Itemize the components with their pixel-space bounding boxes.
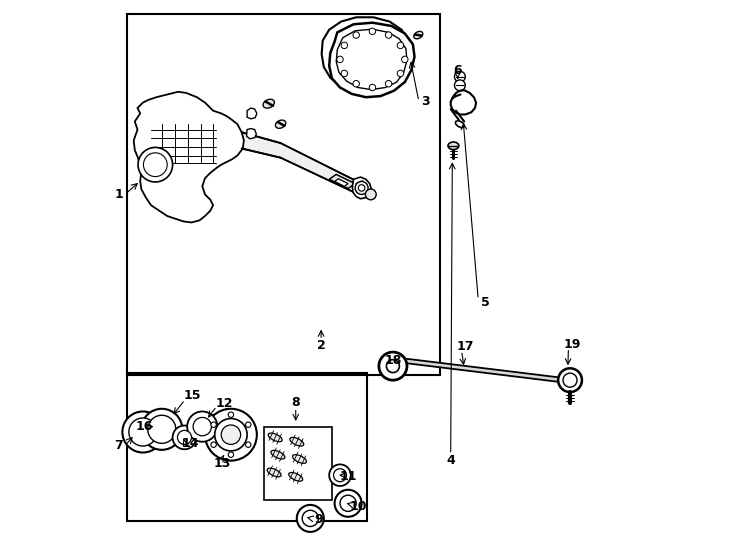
Ellipse shape [275, 120, 286, 129]
Circle shape [454, 80, 465, 91]
Text: 12: 12 [215, 397, 233, 410]
Ellipse shape [293, 455, 307, 463]
Circle shape [123, 411, 164, 453]
Polygon shape [330, 23, 415, 97]
Circle shape [340, 495, 356, 511]
Ellipse shape [263, 99, 275, 108]
Circle shape [397, 42, 404, 49]
Polygon shape [321, 17, 410, 91]
Circle shape [172, 426, 197, 449]
Polygon shape [134, 92, 244, 222]
Circle shape [385, 80, 392, 87]
Polygon shape [356, 181, 364, 189]
Polygon shape [247, 129, 256, 139]
Polygon shape [247, 108, 257, 119]
Text: 1: 1 [115, 188, 123, 201]
Circle shape [211, 422, 217, 428]
Circle shape [385, 32, 392, 38]
Ellipse shape [222, 409, 231, 461]
Text: 11: 11 [340, 470, 357, 483]
Circle shape [397, 70, 404, 77]
Ellipse shape [271, 450, 285, 459]
Text: 3: 3 [421, 95, 429, 108]
Circle shape [297, 505, 324, 532]
Circle shape [333, 469, 346, 482]
Circle shape [337, 56, 344, 63]
Bar [127, 14, 440, 375]
Circle shape [353, 32, 360, 38]
Circle shape [246, 422, 251, 428]
Circle shape [558, 368, 582, 392]
Text: 16: 16 [136, 420, 153, 433]
Circle shape [215, 418, 247, 451]
Polygon shape [241, 132, 280, 158]
Circle shape [353, 80, 360, 87]
Text: 5: 5 [482, 296, 490, 309]
Polygon shape [335, 179, 348, 186]
Text: 17: 17 [457, 340, 474, 353]
Circle shape [355, 181, 368, 194]
Polygon shape [330, 174, 355, 188]
Text: 9: 9 [314, 513, 323, 526]
Circle shape [211, 442, 217, 447]
Circle shape [335, 490, 362, 517]
Circle shape [401, 56, 408, 63]
Ellipse shape [268, 433, 282, 442]
Text: 6: 6 [454, 64, 462, 77]
Text: 14: 14 [182, 437, 199, 450]
Circle shape [205, 409, 257, 461]
Circle shape [341, 42, 348, 49]
Circle shape [379, 352, 407, 380]
Polygon shape [404, 359, 564, 382]
Circle shape [330, 464, 351, 486]
Circle shape [143, 153, 167, 177]
Circle shape [563, 373, 577, 387]
Circle shape [129, 418, 157, 446]
Circle shape [454, 71, 465, 82]
Ellipse shape [448, 142, 459, 150]
Circle shape [302, 510, 319, 526]
Ellipse shape [267, 468, 281, 477]
Circle shape [366, 189, 377, 200]
Circle shape [221, 425, 241, 444]
Polygon shape [352, 177, 371, 199]
Circle shape [228, 412, 233, 417]
Circle shape [228, 452, 233, 457]
Polygon shape [280, 143, 356, 193]
Circle shape [341, 70, 348, 77]
Text: 15: 15 [184, 389, 201, 402]
Bar [127, 373, 367, 521]
Ellipse shape [414, 31, 423, 39]
Circle shape [369, 28, 376, 35]
Circle shape [178, 430, 192, 444]
Text: 7: 7 [115, 439, 123, 452]
Text: 18: 18 [384, 354, 401, 367]
Text: 4: 4 [446, 454, 455, 467]
Ellipse shape [288, 472, 302, 481]
Circle shape [246, 442, 251, 447]
Circle shape [358, 185, 365, 191]
Text: 13: 13 [214, 457, 231, 470]
Text: 19: 19 [564, 338, 581, 351]
Bar [264, 427, 332, 500]
Circle shape [148, 415, 176, 443]
Ellipse shape [456, 121, 465, 127]
Ellipse shape [290, 437, 304, 446]
Circle shape [141, 409, 182, 450]
Circle shape [386, 360, 399, 373]
Text: 2: 2 [317, 339, 325, 352]
Circle shape [369, 84, 376, 91]
Circle shape [187, 411, 217, 442]
Text: 8: 8 [291, 396, 300, 409]
Circle shape [138, 147, 172, 182]
Circle shape [193, 417, 211, 436]
Text: 10: 10 [349, 500, 367, 513]
